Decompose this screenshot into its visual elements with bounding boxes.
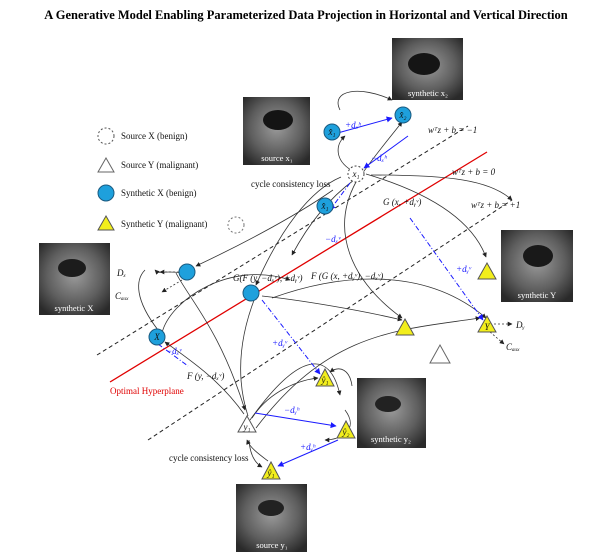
node-label: y₁ — [242, 422, 250, 432]
node-label: X — [153, 332, 160, 342]
thumb-label: synthetic X — [55, 303, 94, 313]
delta-label: +dᵧᵛ — [272, 338, 288, 348]
f-nested-label: F (G (x, +dᵧᵛ), −dₓᵛ) — [310, 271, 383, 281]
node-x1 — [347, 165, 365, 183]
node-y1 — [237, 414, 257, 433]
dx-label: Dₓ — [116, 268, 126, 278]
hyperplane-lower-label: wᵀz + b = −1 — [428, 125, 477, 135]
node-synthetic-y-a — [477, 261, 497, 280]
node-x1-hat-mid — [316, 197, 334, 215]
node-source-y-empty — [429, 343, 451, 364]
optimal-hyperplane-label: Optimal Hyperplane — [110, 386, 184, 396]
thumb-synthetic-y: synthetic Y — [501, 230, 573, 302]
thumb-source-y1: source y₁ — [236, 484, 307, 552]
delta-label: +dᵧᵛ — [456, 264, 472, 274]
node-label: ŷ₁ — [320, 375, 328, 385]
legend-extra-circle-icon — [227, 216, 245, 234]
node-synthetic-x-b — [242, 284, 260, 302]
hyperplane-middle-label: wᵀz + b = 0 — [452, 167, 496, 177]
delta-label: −dₓᵛ — [325, 234, 341, 244]
cycle-loss-bottom-label: cycle consistency loss — [169, 453, 249, 463]
thumb-label: synthetic y₂ — [371, 434, 411, 444]
legend-label: Synthetic X (benign) — [121, 188, 197, 198]
thumb-synthetic-x2: synthetic x₂ — [392, 38, 463, 100]
thumb-source-x1: source x₁ — [243, 97, 310, 165]
thumb-label: synthetic Y — [518, 290, 557, 300]
node-X — [148, 328, 166, 346]
node-label: x̂₂ — [398, 110, 406, 120]
legend-source-y-icon — [97, 156, 115, 173]
arrow-to-caux-right — [489, 331, 505, 345]
page-title: A Generative Model Enabling Parameterize… — [44, 8, 567, 22]
node-label: ŷ₁ — [266, 468, 274, 478]
g-x-label: G (x, +dᵧᵛ) — [383, 197, 421, 207]
hyperplane-upper — [147, 199, 513, 441]
delta-label: +dₓʰ — [345, 120, 361, 130]
node-label: x̂₁ — [320, 201, 328, 211]
delta-label: +dᵧʰ — [300, 442, 316, 452]
f-y-label: F (y, −dₓᵛ) — [186, 371, 224, 381]
delta-arrows — [157, 116, 484, 467]
node-x2-top — [394, 106, 412, 124]
thumb-label: synthetic x₂ — [408, 88, 448, 98]
node-Y — [477, 314, 497, 333]
legend-label: Synthetic Y (malignant) — [121, 219, 207, 229]
node-label: x₁ — [351, 169, 359, 179]
caux-left-label: Cₐᵤₓ — [115, 291, 129, 301]
dy-label: Dᵧ — [515, 320, 525, 330]
arrow-to-caux-left — [161, 279, 183, 293]
node-synthetic-x-a — [178, 263, 196, 281]
delta-label: −dₓʰ — [371, 153, 387, 163]
delta-label: −dᵧʰ — [284, 405, 300, 415]
node-x1-hat-top — [323, 123, 341, 141]
node-label: x̂₁ — [327, 127, 335, 137]
legend: Source X (benign) Source Y (malignant) S… — [97, 127, 245, 234]
thumb-synthetic-x: synthetic X — [39, 243, 110, 315]
delta-label: −dₓᵛ — [166, 346, 182, 356]
node-y1-hat-bottom — [261, 460, 281, 480]
caux-right-label: Cₐᵤₓ — [506, 342, 520, 352]
cycle-loss-top-label: cycle consistency loss — [251, 179, 331, 189]
node-label: ŷ₂ — [341, 427, 349, 437]
node-y1-hat-top — [315, 367, 335, 387]
legend-label: Source Y (malignant) — [121, 160, 198, 170]
optimal-hyperplane — [109, 151, 488, 383]
legend-source-x-icon — [97, 127, 115, 145]
thumb-synthetic-y2: synthetic y₂ — [357, 378, 426, 448]
hyperplane-lower — [96, 125, 469, 356]
thumb-label: source x₁ — [261, 153, 293, 163]
legend-synthetic-x-icon — [97, 184, 115, 202]
hyperplane-upper-label: wᵀz + b = +1 — [471, 200, 520, 210]
g-nested-label: G(F (y, −dₓᵛ), +dᵧᵛ) — [233, 273, 303, 283]
thumb-label: source y₁ — [256, 540, 288, 550]
node-synthetic-y-b — [395, 317, 415, 336]
node-y2 — [336, 419, 356, 439]
legend-label: Source X (benign) — [121, 131, 187, 141]
node-label: Y — [484, 322, 490, 332]
legend-synthetic-y-icon — [97, 214, 115, 231]
